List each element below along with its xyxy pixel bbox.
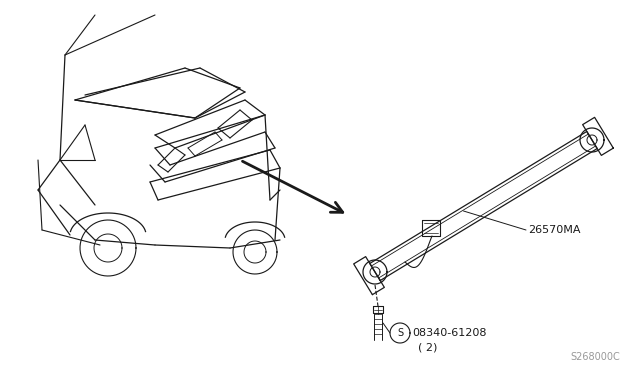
Text: 26570MA: 26570MA [528, 225, 580, 235]
Text: 08340-61208: 08340-61208 [412, 328, 486, 338]
Text: ( 2): ( 2) [418, 342, 437, 352]
Text: S268000C: S268000C [570, 352, 620, 362]
Text: S: S [397, 328, 403, 338]
